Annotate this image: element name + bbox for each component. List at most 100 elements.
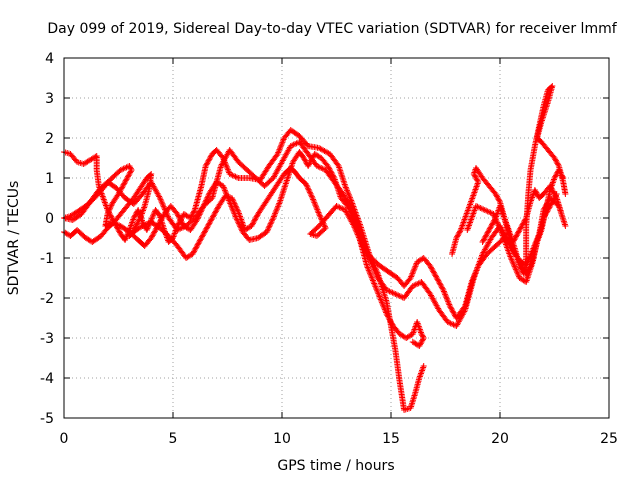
- y-tick-label: -1: [40, 251, 54, 267]
- data-point: [221, 185, 228, 192]
- data-point: [497, 226, 504, 233]
- data-point: [442, 291, 449, 298]
- data-point: [177, 216, 184, 223]
- data-point: [440, 287, 447, 293]
- data-point: [428, 265, 435, 272]
- data-point: [516, 263, 523, 269]
- data-point: [249, 220, 256, 227]
- data-point: [276, 146, 283, 153]
- data-point: [133, 221, 140, 228]
- data-point: [245, 235, 252, 242]
- data-point: [409, 270, 416, 277]
- data-point: [179, 220, 186, 227]
- data-point: [475, 204, 482, 211]
- data-point: [427, 263, 434, 269]
- data-point: [369, 277, 376, 284]
- data-point: [419, 332, 426, 339]
- data-point: [207, 217, 214, 224]
- data-point: [531, 187, 538, 193]
- data-point: [457, 228, 464, 235]
- data-point: [445, 298, 452, 305]
- data-point: [174, 227, 181, 233]
- data-point: [156, 211, 163, 218]
- data-point: [514, 269, 521, 276]
- data-point: [138, 223, 145, 230]
- data-point: [338, 172, 345, 179]
- data-point: [233, 174, 240, 181]
- data-point: [550, 197, 557, 204]
- data-point: [409, 339, 416, 345]
- data-point: [230, 197, 237, 204]
- data-point: [279, 191, 286, 198]
- x-tick-label: 10: [273, 431, 291, 447]
- y-tick-label: 0: [45, 211, 54, 227]
- data-point: [366, 256, 373, 263]
- data-point: [278, 142, 285, 149]
- data-point: [375, 290, 382, 297]
- data-point: [212, 209, 219, 216]
- data-point: [551, 195, 558, 201]
- data-point: [120, 181, 127, 188]
- data-point: [281, 183, 288, 190]
- data-point: [451, 311, 458, 317]
- data-point: [552, 157, 559, 164]
- data-point: [161, 205, 168, 211]
- data-point: [130, 215, 137, 221]
- data-point: [226, 171, 233, 177]
- data-point: [127, 168, 134, 175]
- data-point: [135, 217, 142, 224]
- data-point: [340, 178, 347, 185]
- data-point: [163, 209, 170, 216]
- data-point: [437, 281, 444, 288]
- data-point: [273, 206, 280, 213]
- x-tick-label: 5: [169, 431, 178, 447]
- data-point: [228, 195, 235, 201]
- data-point: [508, 256, 515, 263]
- data-point: [433, 275, 440, 281]
- data-point: [487, 224, 494, 231]
- data-point: [107, 203, 114, 210]
- data-point: [492, 191, 499, 197]
- data-point: [374, 287, 381, 294]
- data-point: [509, 259, 516, 266]
- data-point: [558, 171, 565, 177]
- data-point: [148, 235, 155, 241]
- data-point: [454, 232, 461, 239]
- data-point: [310, 196, 317, 203]
- data-point: [159, 213, 166, 220]
- data-point: [548, 200, 555, 207]
- data-point: [212, 208, 219, 215]
- data-point: [123, 176, 130, 183]
- data-point: [411, 282, 418, 289]
- data-point: [205, 221, 212, 228]
- data-point: [205, 157, 212, 164]
- data-point: [231, 200, 238, 207]
- data-point: [375, 292, 382, 299]
- data-point: [202, 227, 209, 233]
- data-point: [340, 176, 347, 183]
- data-point: [347, 205, 354, 212]
- data-point: [534, 191, 541, 197]
- data-point: [270, 213, 277, 220]
- data-point: [190, 209, 197, 216]
- data-point: [150, 212, 157, 219]
- data-point: [440, 288, 447, 295]
- data-point: [337, 167, 344, 174]
- data-point: [126, 163, 133, 169]
- data-point: [491, 212, 498, 219]
- data-point: [343, 185, 350, 192]
- data-point: [282, 180, 289, 187]
- data-point: [368, 273, 375, 280]
- data-point: [199, 233, 206, 240]
- data-point: [123, 234, 130, 241]
- data-point: [383, 287, 390, 293]
- data-point: [474, 177, 481, 184]
- data-point: [199, 232, 206, 239]
- data-point: [345, 190, 352, 197]
- data-point: [487, 209, 494, 216]
- data-point: [302, 157, 309, 164]
- data-point: [560, 218, 567, 225]
- data-point: [305, 161, 312, 168]
- data-point: [180, 224, 187, 231]
- data-point: [189, 251, 196, 257]
